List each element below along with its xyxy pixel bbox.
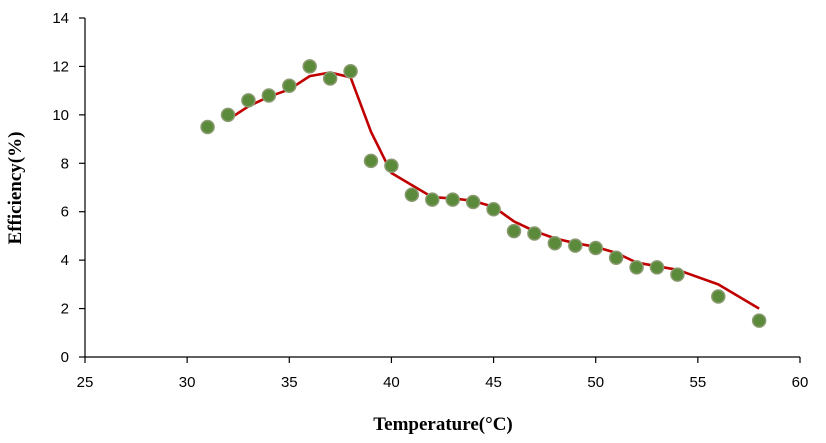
data-point xyxy=(711,289,726,304)
data-point xyxy=(751,313,767,328)
data-point xyxy=(261,88,277,103)
data-point xyxy=(527,226,542,241)
y-tick-label: 10 xyxy=(52,107,69,124)
data-point xyxy=(445,192,460,207)
data-point xyxy=(322,71,338,86)
data-points xyxy=(200,59,767,328)
x-tick-label: 50 xyxy=(587,374,604,391)
data-point xyxy=(302,59,317,74)
x-tick-label: 30 xyxy=(179,374,196,391)
data-point xyxy=(363,153,379,169)
data-point xyxy=(425,192,440,207)
x-tick-label: 55 xyxy=(690,374,707,391)
data-point xyxy=(629,260,644,275)
y-tick-label: 2 xyxy=(61,301,69,318)
y-tick-label: 12 xyxy=(52,58,69,75)
data-point xyxy=(568,238,583,253)
y-tick-label: 14 xyxy=(52,10,69,27)
data-point xyxy=(343,64,358,79)
data-point xyxy=(465,194,481,210)
x-axis-title: Temperature(°C) xyxy=(373,414,513,435)
x-tick-label: 35 xyxy=(281,374,298,391)
data-point xyxy=(670,267,685,282)
data-point xyxy=(588,240,603,256)
y-tick-label: 0 xyxy=(61,349,69,366)
data-point xyxy=(506,223,522,239)
y-tick-label: 8 xyxy=(61,155,69,172)
y-axis-title: Efficiency(%) xyxy=(5,132,26,245)
x-tick-label: 25 xyxy=(77,374,94,391)
data-point xyxy=(241,93,256,108)
data-point xyxy=(200,119,215,135)
tick-labels: 25 30 35 40 45 50 55 60 0 2 4 6 8 10 12 14 xyxy=(52,10,808,391)
y-tick-label: 6 xyxy=(61,204,69,221)
data-point xyxy=(384,158,399,173)
data-point xyxy=(649,260,665,275)
data-point xyxy=(608,250,624,265)
data-point xyxy=(220,107,236,123)
x-tick-label: 60 xyxy=(792,374,809,391)
x-tick-label: 45 xyxy=(485,374,502,391)
data-point xyxy=(486,202,501,217)
data-point xyxy=(404,187,420,203)
x-tick-label: 40 xyxy=(383,374,400,391)
data-point xyxy=(547,235,563,251)
axes xyxy=(79,17,801,363)
data-point xyxy=(282,78,297,94)
y-tick-label: 4 xyxy=(61,252,69,269)
